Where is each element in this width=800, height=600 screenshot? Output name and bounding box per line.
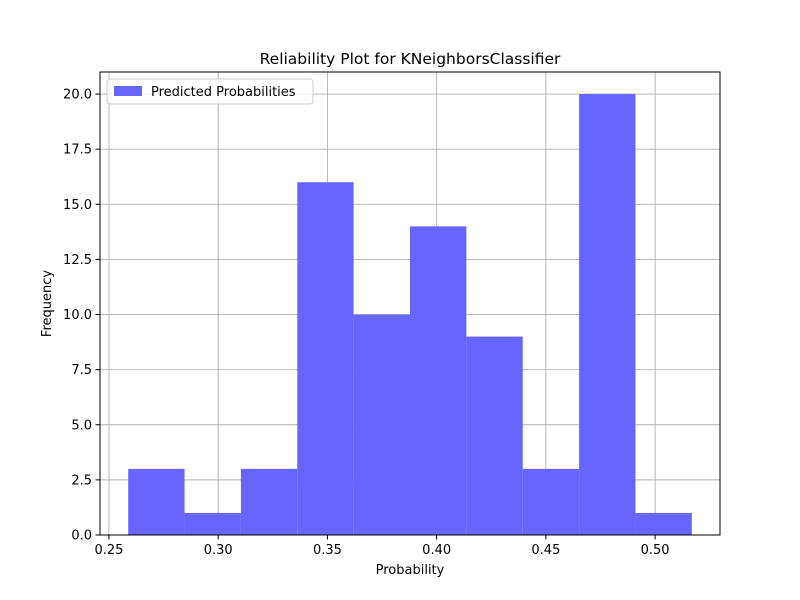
histogram-bar — [410, 226, 467, 536]
histogram-bar — [240, 468, 298, 535]
legend-label: Predicted Probabilities — [151, 85, 296, 100]
x-tick-label: 0.40 — [422, 543, 451, 558]
histogram-bar — [128, 468, 185, 535]
histogram-bar — [466, 336, 523, 535]
x-tick-label: 0.30 — [204, 543, 233, 558]
y-tick-label: 7.5 — [71, 363, 92, 378]
legend: Predicted Probabilities — [106, 78, 314, 105]
histogram-bar — [184, 512, 241, 535]
y-tick-label: 5.0 — [71, 418, 92, 433]
x-axis-title: Probability — [376, 563, 445, 578]
x-tick-label: 0.50 — [641, 543, 670, 558]
histogram-bar — [579, 94, 636, 536]
y-axis-ticks: 0.0 2.5 5.0 7.5 10.0 12.5 15.0 17.5 20.0 — [63, 88, 100, 544]
y-tick-label: 10.0 — [63, 308, 92, 323]
y-tick-label: 2.5 — [71, 473, 92, 488]
y-tick-label: 15.0 — [63, 198, 92, 213]
legend-box — [106, 78, 314, 105]
y-tick-label: 20.0 — [63, 88, 92, 103]
x-axis-ticks: 0.25 0.30 0.35 0.40 0.45 0.50 — [94, 535, 670, 558]
legend-swatch — [114, 86, 142, 96]
histogram-bar — [635, 512, 692, 535]
histogram-bars — [128, 94, 692, 536]
y-axis-title: Frequency — [40, 270, 55, 337]
y-tick-label: 0.0 — [71, 529, 92, 544]
x-tick-label: 0.25 — [94, 543, 123, 558]
histogram-bar — [297, 182, 354, 535]
x-tick-label: 0.45 — [531, 543, 560, 558]
y-tick-label: 17.5 — [63, 143, 92, 158]
histogram-bar — [522, 468, 580, 535]
chart-title: Reliability Plot for KNeighborsClassifie… — [260, 50, 561, 68]
plot-frame — [99, 71, 721, 536]
histogram-bar — [353, 314, 410, 535]
y-tick-label: 12.5 — [63, 253, 92, 268]
x-tick-label: 0.35 — [313, 543, 342, 558]
